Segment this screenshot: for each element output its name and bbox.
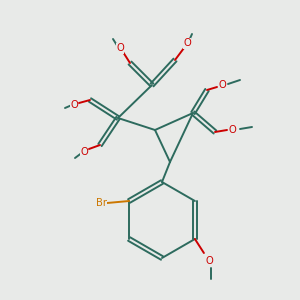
Text: O: O [218,80,226,90]
Text: O: O [228,125,236,135]
Text: O: O [183,38,191,48]
Text: O: O [205,256,213,266]
Text: O: O [116,43,124,53]
Text: O: O [70,100,78,110]
Text: O: O [80,147,88,157]
Text: Br: Br [96,198,106,208]
